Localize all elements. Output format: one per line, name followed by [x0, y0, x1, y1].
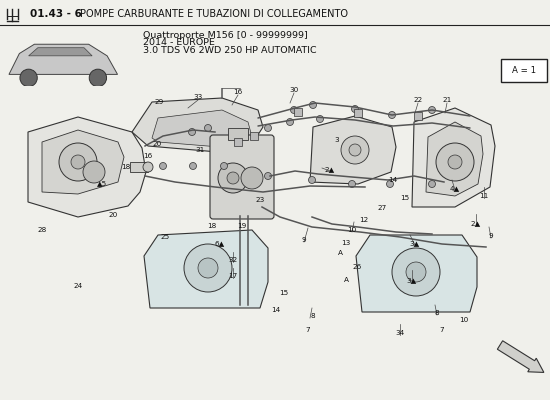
Text: 3.0 TDS V6 2WD 250 HP AUTOMATIC: 3.0 TDS V6 2WD 250 HP AUTOMATIC: [143, 46, 317, 55]
Text: Quattroporte M156 [0 - 99999999]: Quattroporte M156 [0 - 99999999]: [143, 31, 308, 40]
Text: 01.43 - 6: 01.43 - 6: [30, 9, 82, 19]
Text: A = 1: A = 1: [512, 66, 536, 75]
Text: 2014 - EUROPE: 2014 - EUROPE: [143, 38, 215, 47]
FancyBboxPatch shape: [501, 59, 547, 82]
Text: POMPE CARBURANTE E TUBAZIONI DI COLLEGAMENTO: POMPE CARBURANTE E TUBAZIONI DI COLLEGAM…: [80, 9, 348, 19]
